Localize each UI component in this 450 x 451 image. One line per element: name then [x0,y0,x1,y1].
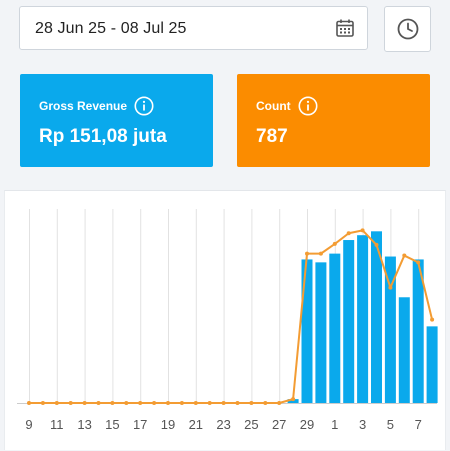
line-point-11[interactable] [54,401,59,405]
x-tick-label: 9 [25,417,32,432]
x-tick-label: 23 [216,417,230,432]
bar-1[interactable] [329,253,341,403]
date-range-text: 28 Jun 25 - 08 Jul 25 [35,20,187,37]
bar-5[interactable] [384,256,396,403]
revenue-chart: 9 11 13 15 17 19 21 23 25 27 29 1 3 5 7 [17,209,438,432]
line-point-29[interactable] [305,251,309,256]
line-point-28[interactable] [291,397,296,402]
count-card: Count 787 [237,74,430,167]
info-icon[interactable] [134,96,154,116]
count-value: 787 [256,126,288,147]
line-point-25[interactable] [249,401,254,405]
line-point-4[interactable] [374,242,379,247]
x-tick-label: 19 [161,417,175,432]
info-icon[interactable] [298,96,318,116]
time-button[interactable] [384,6,431,52]
clock-icon [397,18,419,40]
date-range-field[interactable]: 28 Jun 25 - 08 Jul 25 [19,6,368,50]
x-tick-label: 1 [331,417,338,432]
line-point-14[interactable] [96,401,101,405]
line-point-8[interactable] [430,317,435,322]
line-series [29,229,434,404]
calendar-icon[interactable] [335,18,355,38]
line-point-16[interactable] [124,401,129,405]
line-point-20[interactable] [179,401,184,405]
gross-revenue-value: Rp 151,08 juta [39,126,167,147]
gross-revenue-card: Gross Revenue Rp 151,08 juta [20,74,213,167]
x-tick-label: 25 [244,417,258,432]
line-point-9[interactable] [27,401,31,405]
line-point-26[interactable] [263,401,268,405]
gross-revenue-label: Gross Revenue [39,99,128,113]
line-point-24[interactable] [235,401,240,405]
x-tick-label: 29 [300,417,314,432]
line-point-19[interactable] [166,401,170,405]
x-tick-label: 7 [415,417,422,432]
line-point-23[interactable] [221,401,226,405]
x-tick-label: 17 [133,417,147,432]
line-point-6[interactable] [402,253,407,258]
count-label: Count [256,99,291,113]
x-tick-label: 27 [272,417,286,432]
bar-7[interactable] [412,259,424,403]
x-tick-label: 21 [189,417,203,432]
bar-30[interactable] [315,262,327,403]
bar-29[interactable] [301,259,313,403]
line-point-10[interactable] [40,401,45,405]
x-tick-label: 3 [359,417,366,432]
line-point-21[interactable] [193,401,198,405]
bar-4[interactable] [371,231,382,403]
line-point-7[interactable] [416,260,421,265]
x-tick-label: 5 [387,417,394,432]
line-point-17[interactable] [138,401,143,405]
bar-8[interactable] [426,326,438,403]
line-point-13[interactable] [82,401,87,405]
bar-6[interactable] [398,297,410,403]
x-tick-label: 15 [105,417,119,432]
x-tick-label: 11 [50,417,64,432]
line-point-2[interactable] [346,231,351,236]
line-point-18[interactable] [152,401,157,405]
bar-2[interactable] [343,240,355,403]
bar-3[interactable] [357,235,369,403]
chart-panel: 9 11 13 15 17 19 21 23 25 27 29 1 3 5 7 [4,190,446,450]
line-point-22[interactable] [207,401,212,405]
line-point-12[interactable] [68,401,73,405]
line-point-1[interactable] [332,241,337,246]
line-point-30[interactable] [318,251,323,256]
line-point-5[interactable] [388,285,393,290]
line-point-27[interactable] [277,401,282,405]
x-tick-label: 13 [77,417,91,432]
line-point-15[interactable] [110,401,115,405]
line-point-3[interactable] [360,228,365,233]
